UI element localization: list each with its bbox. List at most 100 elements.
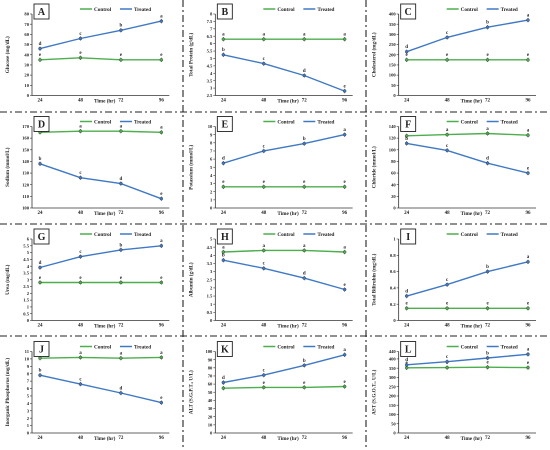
control-point bbox=[485, 365, 490, 369]
treated-point-label: d bbox=[405, 289, 408, 294]
treated-point bbox=[526, 260, 530, 264]
control-point-label: a bbox=[343, 245, 346, 250]
control-point-label: a bbox=[263, 244, 266, 249]
y-tick-label: 300 bbox=[389, 375, 397, 380]
treated-point bbox=[78, 176, 83, 180]
panel-letter: I bbox=[406, 232, 410, 243]
y-tick-label: 4.5 bbox=[23, 257, 29, 262]
y-tick-label: 350 bbox=[389, 366, 397, 371]
treated-series-line bbox=[39, 163, 162, 200]
legend-treated-label: Treated bbox=[317, 7, 334, 13]
control-series-line bbox=[406, 132, 529, 137]
y-tick-label: 6 bbox=[210, 41, 213, 46]
treated-point-label: b bbox=[303, 359, 306, 364]
treated-point-label: d bbox=[39, 42, 42, 47]
y-tick-label: 2.5 bbox=[207, 277, 213, 282]
treated-point bbox=[119, 391, 123, 395]
control-point bbox=[221, 37, 226, 41]
control-point-label: e bbox=[406, 53, 409, 58]
control-point-label: a bbox=[120, 125, 123, 130]
y-tick-label: 0 bbox=[210, 318, 213, 323]
treated-point-label: d bbox=[222, 376, 225, 381]
y-tick-label: 1.5 bbox=[207, 294, 213, 299]
y-tick-label: 170 bbox=[22, 124, 30, 129]
panel-letter-box bbox=[216, 228, 233, 245]
x-axis-title: Time (hr) bbox=[277, 435, 299, 442]
treated-point-label: b bbox=[486, 351, 489, 356]
legend-control-label: Control bbox=[277, 232, 295, 238]
legend-treated-label: Treated bbox=[134, 344, 151, 350]
panel-G: 0 0.51 1.5 2 2.5 33.5 4 4.5 5 5.56 24 48 72 96 Time (h… bbox=[4, 228, 170, 330]
y-tick-label: 150 bbox=[22, 147, 30, 152]
control-point-label: e bbox=[344, 180, 347, 185]
control-point bbox=[302, 185, 306, 189]
control-point bbox=[221, 185, 226, 189]
control-point-label: e bbox=[160, 53, 163, 58]
y-tick-label: 110 bbox=[22, 194, 29, 199]
treated-point bbox=[38, 373, 42, 377]
treated-point bbox=[445, 359, 449, 364]
treated-series-line bbox=[223, 54, 345, 92]
control-series-line bbox=[223, 385, 345, 389]
control-point bbox=[404, 306, 409, 310]
y-tick-label: 2.5 bbox=[207, 93, 213, 98]
legend-control-label: Control bbox=[94, 344, 112, 350]
x-axis-title: Time (hr) bbox=[277, 210, 299, 217]
x-tick-label: 24 bbox=[221, 211, 227, 216]
legend-control-label: Control bbox=[277, 7, 295, 13]
x-tick-label: 24 bbox=[404, 436, 410, 441]
treated-point bbox=[302, 73, 306, 78]
y-tick-label: 0 bbox=[27, 431, 30, 436]
y-axis-title: Inorganic Phosphorus (mg/dL) bbox=[4, 358, 11, 427]
y-tick-label: 1 bbox=[210, 302, 213, 307]
control-point-label: e bbox=[39, 276, 42, 281]
y-tick-label: 1 bbox=[27, 305, 30, 310]
treated-point bbox=[159, 19, 164, 23]
x-tick-label: 96 bbox=[342, 99, 348, 104]
treated-point-label: b bbox=[486, 265, 489, 270]
control-point bbox=[221, 250, 226, 254]
panel-letter-box bbox=[33, 116, 50, 132]
control-point bbox=[38, 280, 42, 285]
control-point bbox=[159, 130, 164, 135]
x-axis-title: Time (hr) bbox=[94, 323, 116, 330]
y-tick-label: 5 bbox=[27, 394, 30, 399]
y-tick-label: 0 bbox=[27, 318, 30, 323]
treated-series-line bbox=[406, 142, 529, 174]
control-point-label: a bbox=[79, 351, 82, 356]
y-tick-label: 1 bbox=[210, 197, 213, 202]
panel-letter: E bbox=[221, 120, 228, 131]
y-tick-label: 0.8 bbox=[390, 253, 396, 258]
panel-letter: D bbox=[38, 120, 45, 131]
x-tick-label: 72 bbox=[118, 436, 124, 441]
x-axis-title: Time (hr) bbox=[461, 323, 483, 330]
control-point-label: a bbox=[303, 244, 306, 249]
treated-series-line bbox=[406, 353, 529, 366]
control-point-label: a bbox=[446, 128, 449, 133]
y-tick-label: 0.4 bbox=[390, 286, 396, 291]
x-tick-label: 48 bbox=[445, 436, 451, 441]
control-point bbox=[78, 280, 83, 285]
control-point-label: e bbox=[222, 180, 225, 185]
control-point bbox=[485, 58, 490, 62]
panel-H: 0 0.5 1 1.5 2 2.5 3 3.5 4 4.5 5 24 48 72 96 Time (hr) Al… bbox=[187, 228, 353, 330]
y-tick-label: 50 bbox=[208, 390, 213, 395]
y-tick-label: 7 bbox=[27, 379, 30, 384]
control-point bbox=[445, 132, 449, 137]
y-tick-label: 200 bbox=[389, 52, 397, 57]
panel-A: 0 10 20 30 40 50 60 70 80 24 48 72 96 Time (hr) Glucos… bbox=[4, 3, 170, 105]
x-tick-label: 48 bbox=[78, 99, 84, 104]
treated-point bbox=[119, 181, 123, 186]
panel-letter: C bbox=[405, 7, 412, 18]
y-tick-label: 130 bbox=[22, 171, 30, 176]
treated-point-label: b bbox=[303, 137, 306, 142]
x-axis-title: Time (hr) bbox=[277, 98, 299, 105]
control-point bbox=[262, 248, 266, 253]
x-tick-label: 72 bbox=[485, 99, 491, 104]
y-tick-label: 4 bbox=[27, 401, 30, 406]
y-tick-label: 0.6 bbox=[390, 269, 396, 274]
y-axis-title: Glucose (mg/dL) bbox=[4, 36, 11, 73]
y-tick-label: 9 bbox=[210, 132, 213, 137]
treated-point-label: a bbox=[527, 14, 530, 19]
